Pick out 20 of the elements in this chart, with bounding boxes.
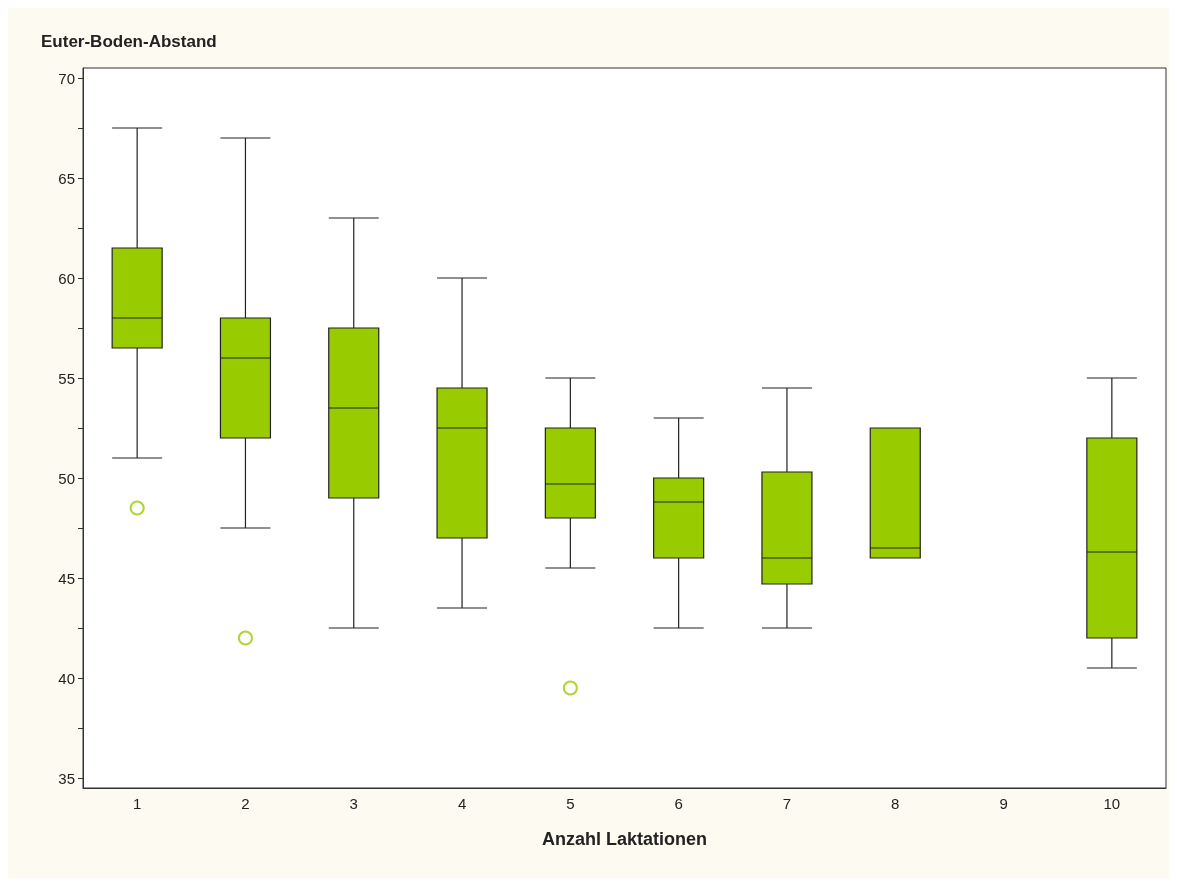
x-tick-label: 9 <box>999 795 1008 812</box>
x-axis-title: Anzahl Laktationen <box>541 829 708 849</box>
x-tick-label: 10 <box>1103 795 1121 812</box>
x-tick-label: 6 <box>674 795 683 812</box>
x-tick-label: 5 <box>566 795 575 812</box>
x-tick-label: 2 <box>241 795 250 812</box>
y-tick-label: 65 <box>58 169 75 187</box>
y-tick-label: 40 <box>58 669 75 687</box>
x-tick-label: 8 <box>891 795 900 812</box>
y-tick-label: 60 <box>58 269 75 287</box>
y-tick-label: 50 <box>58 469 75 487</box>
x-tick-label: 1 <box>132 795 142 812</box>
x-tick-label: 3 <box>349 795 358 812</box>
y-tick-label: 35 <box>58 769 75 787</box>
y-tick-label: 55 <box>58 369 75 387</box>
x-tick-label: 7 <box>782 795 792 812</box>
x-tick-label: 4 <box>457 795 467 812</box>
chart-title: Euter-Boden-Abstand <box>41 32 217 51</box>
y-tick-label: 70 <box>58 69 75 87</box>
y-tick-label: 45 <box>58 569 75 587</box>
